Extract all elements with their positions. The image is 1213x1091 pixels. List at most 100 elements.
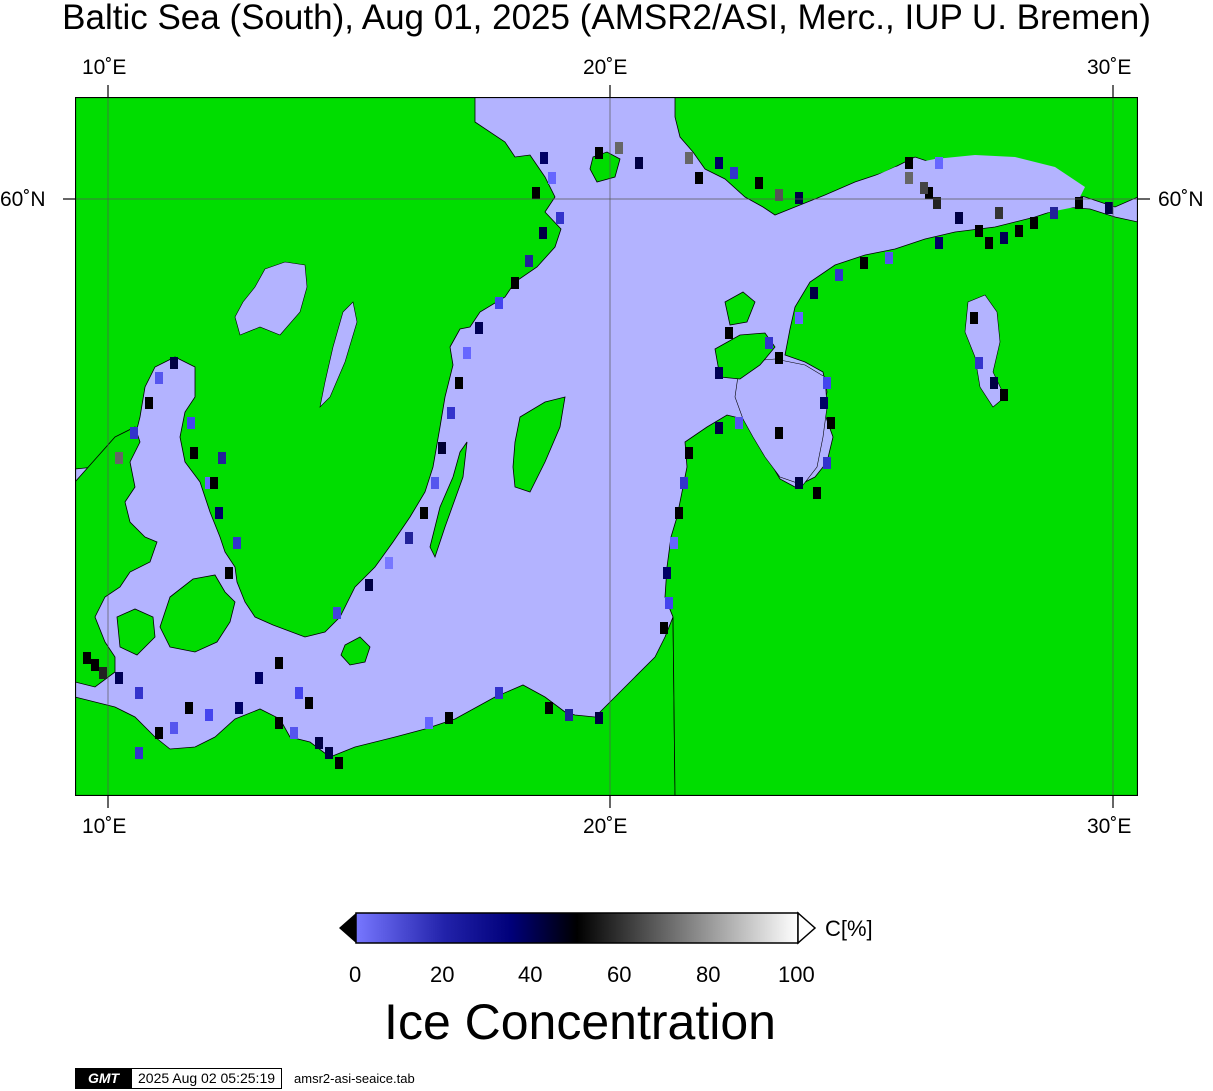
funen-land — [116, 608, 156, 656]
ice-pixel — [755, 177, 763, 189]
ice-pixel — [155, 372, 163, 384]
colorbar-tick-80: 80 — [696, 962, 721, 987]
timestamp-text: 2025 Aug 02 05:25:19 — [132, 1068, 283, 1089]
ice-pixel — [665, 597, 673, 609]
ice-pixel — [1105, 202, 1113, 214]
ice-pixel — [170, 722, 178, 734]
ice-pixel — [905, 172, 913, 184]
ice-pixel — [1015, 225, 1023, 237]
ice-pixel — [685, 152, 693, 164]
ice-pixel — [463, 347, 471, 359]
ice-pixel — [115, 672, 123, 684]
map-frame — [75, 97, 1138, 796]
ice-pixel — [305, 697, 313, 709]
ice-pixel — [233, 537, 241, 549]
ice-pixel — [925, 187, 933, 199]
lon-tick-bottom-10: 10˚E — [82, 815, 127, 838]
ice-pixel — [615, 142, 623, 154]
ice-pixel — [715, 157, 723, 169]
lon-tick-bottom-30: 30˚E — [1087, 815, 1132, 838]
ice-pixel — [425, 717, 433, 729]
saaremaa-land — [714, 332, 776, 380]
ice-pixel — [511, 277, 519, 289]
ice-pixel — [695, 172, 703, 184]
ice-pixel — [145, 397, 153, 409]
ice-pixel — [595, 147, 603, 159]
ice-pixel — [823, 377, 831, 389]
filename-text: amsr2-asi-seaice.tab — [294, 1071, 415, 1086]
ice-pixel — [715, 422, 723, 434]
ice-pixel — [495, 297, 503, 309]
bornholm-land — [340, 636, 371, 666]
colorbar-tick-60: 60 — [607, 962, 632, 987]
ice-pixel — [210, 477, 218, 489]
ice-pixel — [795, 192, 803, 204]
ice-pixel — [365, 579, 373, 591]
colorbar-ramp — [355, 912, 799, 944]
lon-tick-top-10: 10˚E — [82, 56, 127, 79]
ice-pixels — [83, 142, 1113, 769]
scandinavia-land — [75, 97, 562, 638]
ice-pixel — [170, 357, 178, 369]
ice-pixel — [495, 687, 503, 699]
colorbar-tick-40: 40 — [518, 962, 543, 987]
lon-tick-bottom-20: 20˚E — [583, 815, 628, 838]
ice-pixel — [775, 189, 783, 201]
colorbar-unit: C[%] — [825, 916, 873, 941]
ice-pixel — [385, 557, 393, 569]
ice-pixel — [235, 702, 243, 714]
ice-pixel — [795, 477, 803, 489]
ice-pixel — [290, 727, 298, 739]
ice-pixel — [99, 667, 107, 679]
ice-pixel — [975, 225, 983, 237]
ice-pixel — [275, 657, 283, 669]
ice-pixel — [455, 377, 463, 389]
ice-pixel — [475, 322, 483, 334]
ice-pixel — [91, 659, 99, 671]
ice-pixel — [405, 532, 413, 544]
baltic-map — [75, 97, 1138, 796]
ice-pixel — [775, 427, 783, 439]
ice-pixel — [1075, 197, 1083, 209]
ice-pixel — [130, 427, 138, 439]
ice-pixel — [255, 672, 263, 684]
ice-pixel — [920, 182, 928, 194]
ice-pixel — [860, 257, 868, 269]
ice-pixel — [680, 477, 688, 489]
gmt-logo: GMT — [75, 1068, 132, 1089]
hiiumaa-land — [724, 291, 756, 326]
ice-pixel — [548, 172, 556, 184]
ice-pixel — [820, 397, 828, 409]
colorbar-tick-0: 0 — [349, 962, 362, 987]
lon-tick-top-20: 20˚E — [583, 56, 628, 79]
ice-pixel — [715, 367, 723, 379]
ice-pixel — [663, 567, 671, 579]
map-title: Baltic Sea (South), Aug 01, 2025 (AMSR2/… — [62, 0, 1151, 37]
ice-pixel — [1030, 217, 1038, 229]
ice-pixel — [1000, 389, 1008, 401]
gulf-of-riga — [734, 358, 828, 486]
ice-pixel — [431, 477, 439, 489]
zealand-land — [159, 574, 236, 653]
colorbar-high-arrow — [797, 911, 817, 945]
ice-pixel — [447, 407, 455, 419]
ice-pixel — [83, 652, 91, 664]
map-border — [75, 97, 1138, 796]
ice-pixel — [218, 452, 226, 464]
ice-pixel — [295, 687, 303, 699]
ice-pixel — [190, 447, 198, 459]
ice-pixel — [595, 712, 603, 724]
ice-pixel — [660, 622, 668, 634]
ice-pixel — [545, 702, 553, 714]
ice-pixel — [990, 377, 998, 389]
ice-pixel — [685, 447, 693, 459]
ice-pixel — [765, 337, 773, 349]
colorbar-low-arrow — [339, 913, 356, 943]
ice-pixel — [420, 507, 428, 519]
ice-pixel — [335, 757, 343, 769]
ice-pixel — [670, 537, 678, 549]
ice-pixel — [635, 157, 643, 169]
ice-pixel — [325, 747, 333, 759]
ice-pixel — [539, 227, 547, 239]
